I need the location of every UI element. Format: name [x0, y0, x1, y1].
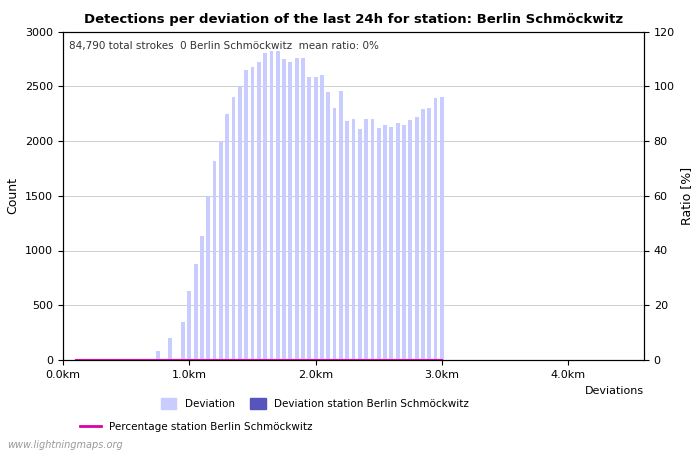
Bar — [169, 338, 172, 360]
Bar — [314, 77, 318, 360]
Bar — [332, 108, 337, 360]
Text: Deviations: Deviations — [585, 386, 644, 396]
Bar — [270, 51, 273, 360]
Y-axis label: Count: Count — [6, 177, 20, 214]
Legend: Deviation, Deviation station Berlin Schmöckwitz: Deviation, Deviation station Berlin Schm… — [157, 394, 473, 413]
Bar — [282, 59, 286, 360]
Bar — [434, 98, 438, 360]
Bar — [345, 122, 349, 360]
Bar — [206, 196, 210, 360]
Bar — [257, 62, 260, 360]
Bar — [244, 70, 248, 360]
Bar — [219, 141, 223, 360]
Bar — [156, 351, 160, 360]
Bar — [263, 54, 267, 360]
Bar — [320, 75, 324, 360]
Text: www.lightningmaps.org: www.lightningmaps.org — [7, 440, 122, 450]
Legend: Percentage station Berlin Schmöckwitz: Percentage station Berlin Schmöckwitz — [76, 418, 316, 436]
Bar — [389, 127, 393, 360]
Bar — [351, 119, 356, 360]
Bar — [364, 119, 368, 360]
Bar — [370, 119, 374, 360]
Bar — [276, 51, 279, 360]
Bar — [307, 77, 312, 360]
Bar — [295, 58, 299, 360]
Bar — [181, 322, 185, 360]
Y-axis label: Ratio [%]: Ratio [%] — [680, 166, 694, 225]
Bar — [421, 109, 425, 360]
Bar — [225, 113, 229, 360]
Bar — [377, 128, 381, 360]
Bar — [428, 108, 431, 360]
Bar — [383, 125, 387, 360]
Title: Detections per deviation of the last 24h for station: Berlin Schmöckwitz: Detections per deviation of the last 24h… — [84, 13, 623, 26]
Bar — [200, 236, 204, 360]
Bar — [326, 92, 330, 360]
Bar — [194, 264, 197, 360]
Bar — [188, 291, 191, 360]
Bar — [238, 86, 242, 360]
Bar — [358, 129, 362, 360]
Bar — [408, 120, 412, 360]
Bar — [288, 62, 292, 360]
Bar — [301, 58, 305, 360]
Bar — [339, 90, 343, 360]
Bar — [402, 125, 406, 360]
Bar — [232, 97, 235, 360]
Bar — [213, 161, 216, 360]
Bar — [395, 123, 400, 360]
Bar — [415, 117, 419, 360]
Bar — [251, 67, 254, 360]
Text: 84,790 total strokes  0 Berlin Schmöckwitz  mean ratio: 0%: 84,790 total strokes 0 Berlin Schmöckwit… — [69, 41, 379, 51]
Bar — [440, 97, 444, 360]
